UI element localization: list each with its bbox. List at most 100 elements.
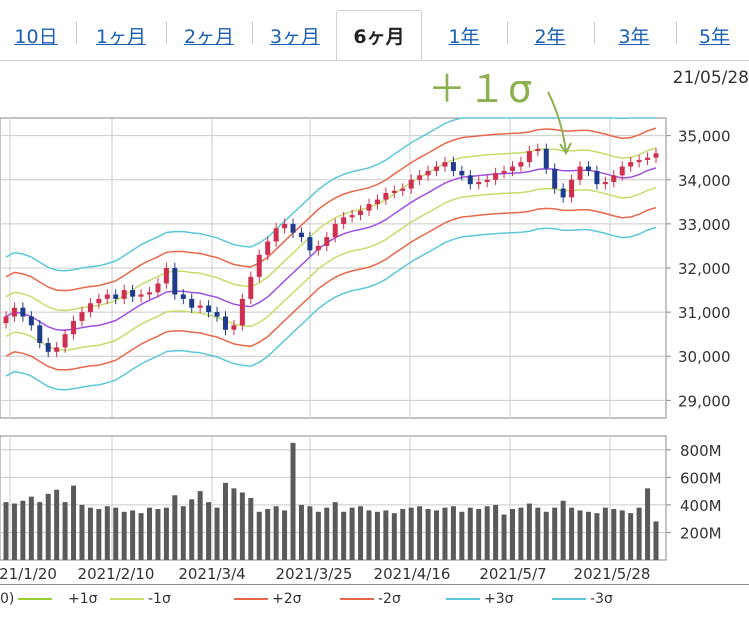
legend-label: -2σ	[378, 591, 401, 607]
tab-label: 2年	[534, 25, 566, 48]
candle-body	[3, 316, 9, 324]
date-tick-label: 2021/5/28	[574, 565, 651, 583]
candle-body	[231, 325, 237, 330]
band-plus2	[5, 127, 657, 292]
candle-body	[282, 223, 288, 229]
price-chart: 800M 600M 400M 200M 35,000 34,000 33,000 32,00…	[0, 91, 731, 583]
price-tick-label: 29,000	[678, 392, 731, 410]
volume-bar	[417, 506, 423, 560]
candle-body	[543, 148, 549, 169]
volume-bar	[79, 504, 85, 560]
candle-body	[172, 268, 178, 295]
tab-label: 3ヶ月	[269, 25, 321, 48]
tab-1m[interactable]: 1ヶ月	[80, 10, 162, 60]
volume-bar	[518, 507, 524, 560]
tab-2y[interactable]: 2年	[510, 10, 590, 60]
volume-bar	[628, 513, 634, 560]
volume-bar	[645, 488, 651, 560]
candle-body	[256, 254, 262, 277]
tab-3y[interactable]: 3年	[596, 10, 672, 60]
candle-body	[442, 162, 448, 167]
candle-body	[400, 188, 406, 191]
candle-body	[602, 181, 608, 185]
volume-bar	[155, 509, 161, 560]
volume-bar	[425, 509, 431, 560]
volume-bar	[391, 513, 397, 560]
tab-3m[interactable]: 3ヶ月	[254, 10, 336, 60]
volume-bar	[577, 510, 583, 560]
candle-body	[653, 153, 659, 158]
candle-body	[628, 162, 634, 167]
tab-separator	[594, 22, 595, 44]
volume-bar	[96, 509, 102, 560]
tab-separator	[252, 22, 253, 44]
candle-body	[434, 166, 440, 171]
tab-label: 10日	[14, 25, 58, 48]
candle-body	[87, 303, 93, 313]
candle-body	[408, 179, 414, 189]
bollinger-bands	[5, 117, 657, 391]
volume-bar	[509, 509, 515, 560]
axes: 35,000 34,000 33,000 32,000 31,000 30,000 29,0…	[0, 128, 731, 583]
date-tick-label: 2021/5/7	[479, 565, 546, 583]
legend: 0) +1σ -1σ +2σ -2σ +3σ -3σ	[0, 584, 749, 615]
candle-body	[239, 298, 245, 326]
tab-label: 3年	[618, 25, 650, 48]
legend-label: -3σ	[590, 591, 613, 607]
volume-bar	[45, 493, 51, 560]
tab-10d[interactable]: 10日	[0, 10, 72, 60]
volume-bar	[434, 510, 440, 560]
volume-bar	[28, 496, 34, 560]
legend-item-plus1: +1σ	[68, 591, 98, 607]
candle-body	[147, 292, 153, 295]
volume-bar	[315, 511, 321, 560]
tab-separator	[76, 22, 77, 44]
tab-2m[interactable]: 2ヶ月	[168, 10, 250, 60]
candle-body	[37, 325, 43, 343]
candle-body	[290, 223, 296, 233]
volume-bar	[37, 502, 43, 560]
price-tick-label: 31,000	[678, 304, 731, 322]
volume-bar	[341, 511, 347, 560]
volume-bar	[290, 442, 296, 560]
candle-body	[222, 316, 228, 330]
band-minus2	[5, 206, 657, 371]
price-grid	[0, 117, 667, 419]
legend-label: +1σ	[68, 591, 98, 607]
volume-bar	[585, 511, 591, 560]
candle-body	[476, 181, 482, 185]
tab-separator	[166, 22, 167, 44]
volume-bar	[147, 507, 153, 560]
volume-bar	[197, 491, 203, 560]
candle-body	[501, 170, 507, 174]
volume-bar	[206, 502, 212, 560]
tab-label: 5年	[698, 25, 731, 48]
candle-body	[636, 159, 642, 163]
volume-bar	[408, 507, 414, 560]
volume-bar	[214, 507, 220, 560]
price-tick-label: 33,000	[678, 216, 731, 234]
tab-5y[interactable]: 5年	[680, 10, 749, 60]
legend-line	[340, 598, 374, 600]
candle-body	[138, 294, 144, 297]
candle-body	[28, 316, 34, 326]
date-tick-label: 21/1/20	[0, 565, 57, 583]
volume-bar	[569, 507, 575, 560]
candle-body	[130, 290, 136, 297]
volume-bar	[653, 521, 659, 560]
candle-body	[459, 170, 465, 176]
volume-bar	[594, 513, 600, 560]
candle-body	[349, 215, 355, 218]
tab-6m[interactable]: 6ヶ月	[336, 10, 422, 60]
candle-body	[54, 347, 60, 352]
tab-1y[interactable]: 1年	[424, 10, 504, 60]
candle-body	[113, 294, 119, 299]
sigma-annotation: ＋１σ	[428, 67, 535, 111]
volume-bar	[265, 509, 271, 560]
volume-bars	[3, 442, 659, 560]
candle-body	[71, 320, 77, 335]
candle-body	[358, 210, 364, 216]
volume-bar	[619, 510, 625, 560]
volume-bar	[273, 506, 279, 560]
candle-body	[560, 188, 566, 198]
